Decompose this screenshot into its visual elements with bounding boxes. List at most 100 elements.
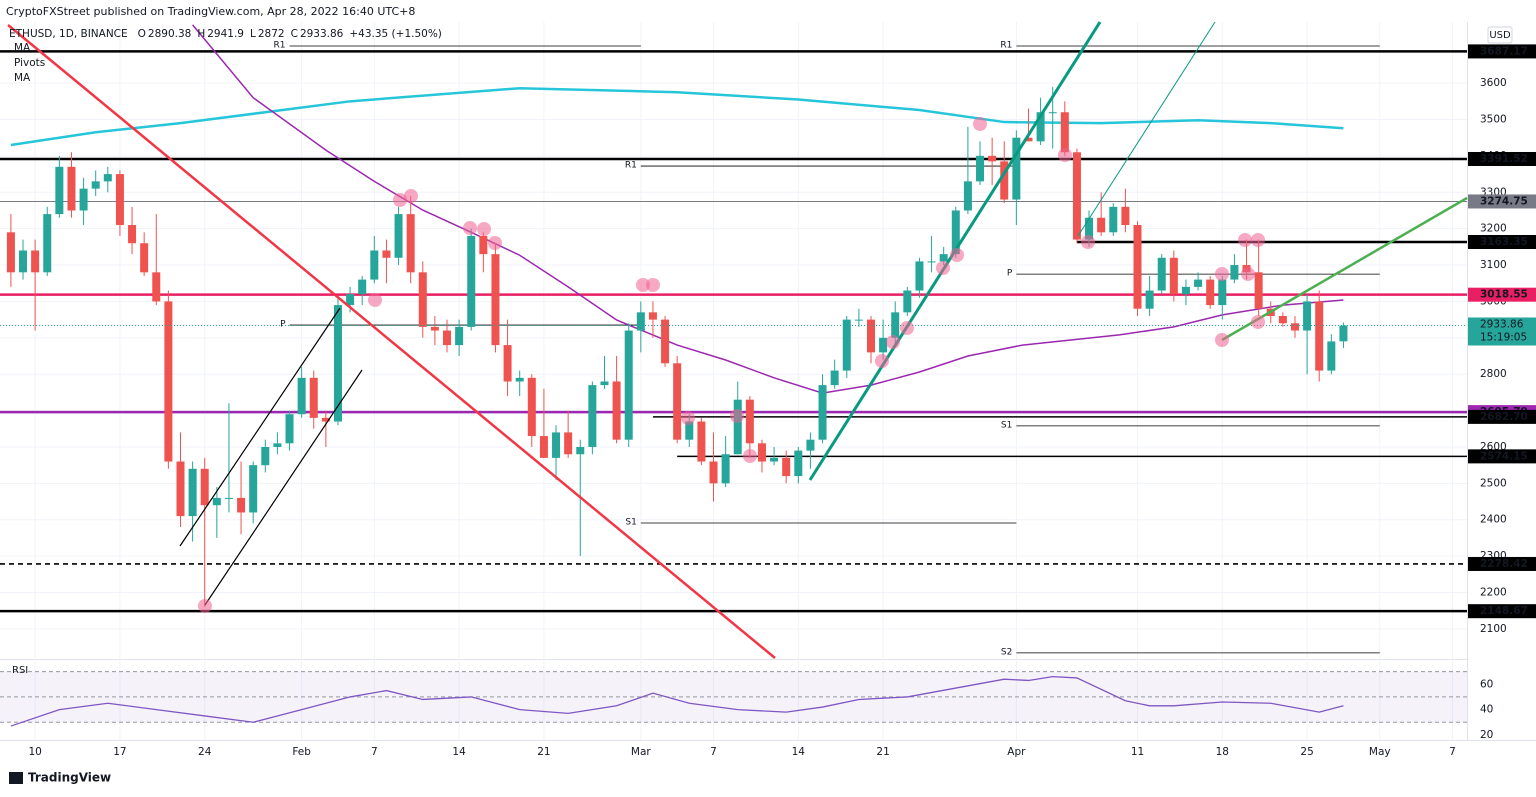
logo	[9, 772, 23, 784]
candle-body	[733, 399, 742, 455]
candle-body	[1012, 137, 1021, 200]
candle-body	[721, 454, 730, 484]
candle-body	[321, 417, 330, 422]
legend-text: +43.35 (+1.50%)	[349, 28, 442, 40]
currency-box	[1487, 26, 1513, 44]
candle-body	[576, 446, 585, 455]
footer: TradingView	[28, 771, 111, 785]
level-price-box	[1468, 44, 1536, 59]
candle-body	[1109, 206, 1118, 233]
candle-body	[636, 312, 645, 331]
legend-text: O	[138, 28, 146, 40]
marker	[900, 321, 914, 335]
level-price-box	[1468, 194, 1536, 209]
level-price-box	[1468, 151, 1536, 166]
candle-body	[891, 312, 900, 338]
candle-body	[443, 330, 452, 346]
candle-body	[249, 465, 258, 513]
level-price-label: 2278.42	[1480, 558, 1528, 570]
candle-body	[1339, 325, 1348, 342]
candle-body	[467, 235, 476, 327]
indicator-legend: MA	[14, 42, 31, 54]
legend-text: 2941.9	[207, 28, 244, 40]
candle-body	[1169, 257, 1178, 295]
y-tick-label: 2500	[1480, 477, 1507, 489]
indicator-legend: Pivots	[14, 57, 45, 69]
marker	[1251, 233, 1265, 247]
legend-text: H	[197, 28, 205, 40]
marker	[1215, 333, 1229, 347]
marker	[730, 409, 744, 423]
marker	[1058, 148, 1072, 162]
x-tick-label: 21	[537, 746, 550, 758]
x-tick-label: 14	[452, 746, 466, 758]
candle-body	[1000, 161, 1009, 200]
candle-body	[539, 436, 548, 458]
marker	[646, 278, 660, 292]
level-price-box	[1468, 234, 1536, 249]
currency: USD	[1489, 30, 1511, 41]
candle-body	[782, 457, 791, 477]
pivot-label: S1	[1001, 420, 1012, 430]
candle-body	[285, 414, 294, 444]
rsi-band	[0, 671, 1467, 723]
candle-body	[1254, 272, 1263, 309]
candle-body	[600, 381, 609, 386]
marker	[1081, 235, 1095, 249]
x-tick-label: 18	[1216, 746, 1229, 758]
candle-body	[261, 446, 270, 466]
y-tick-label: 3200	[1480, 223, 1507, 235]
marker	[488, 236, 502, 250]
moving-average	[10, 86, 1344, 147]
x-tick-label: Feb	[292, 746, 311, 758]
channel-line	[204, 369, 363, 606]
candle-body	[1290, 323, 1299, 331]
level-price-label: 3391.52	[1480, 153, 1528, 165]
candle-body	[757, 443, 766, 462]
level-price-box	[1468, 556, 1536, 571]
candle-body	[140, 243, 149, 273]
x-tick-label: Apr	[1007, 746, 1026, 758]
candle-body	[224, 497, 233, 499]
pivot-label: S2	[1001, 647, 1012, 657]
legend-text: 2872	[258, 28, 285, 40]
x-tick-label: 10	[28, 746, 41, 758]
level-price-box	[1468, 287, 1536, 302]
candle-body	[588, 385, 597, 447]
candle-body	[842, 319, 851, 371]
indicator-legend: MA	[14, 72, 31, 84]
candle-body	[915, 261, 924, 291]
candle-body	[830, 370, 839, 386]
x-tick-label: 25	[1300, 746, 1313, 758]
level-price-label: 3687.17	[1480, 45, 1528, 57]
candle-body	[43, 214, 52, 273]
candle-body	[794, 450, 803, 477]
candle-body	[1218, 279, 1227, 306]
candle-body	[394, 214, 403, 258]
x-tick-label: Mar	[631, 746, 651, 758]
current-price-label: 2933.86	[1480, 318, 1524, 330]
marker	[404, 189, 418, 203]
marker	[936, 261, 950, 275]
highlight-markers	[198, 117, 1265, 613]
candle-body	[1303, 301, 1312, 331]
candle-body	[1181, 286, 1190, 295]
candle-body	[91, 181, 100, 189]
candle-body	[939, 254, 948, 262]
candle-body	[212, 497, 221, 506]
candle-body	[6, 232, 15, 273]
marker	[743, 449, 757, 463]
marker	[886, 335, 900, 349]
y-tick-label: 2200	[1480, 587, 1507, 599]
candle-body	[1194, 279, 1203, 287]
candle-body	[612, 381, 621, 440]
marker	[973, 117, 987, 131]
candle-body	[697, 421, 706, 462]
candle-body	[1085, 217, 1094, 240]
candle-body	[273, 443, 282, 447]
pivot-label: P	[280, 320, 286, 330]
candle-body	[455, 326, 464, 346]
candle-body	[1121, 206, 1130, 226]
candle-body	[418, 272, 427, 327]
candle-body	[333, 305, 342, 422]
